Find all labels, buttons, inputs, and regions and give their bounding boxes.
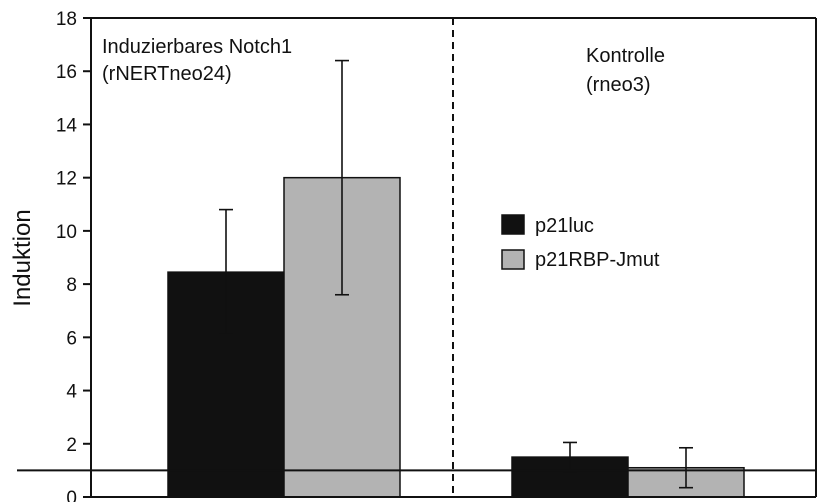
plot-frame bbox=[90, 17, 817, 498]
y-tick-label: 12 bbox=[56, 169, 77, 190]
error-bar-p21luc-group-2 bbox=[563, 441, 577, 473]
error-bars bbox=[219, 59, 693, 489]
y-tick-label: 8 bbox=[66, 275, 77, 296]
error-bar-p21rbp-jmut-group-1 bbox=[335, 59, 349, 296]
y-axis-title: Induktion bbox=[9, 209, 36, 306]
error-bar-p21luc-group-1 bbox=[219, 208, 233, 336]
y-tick-label: 18 bbox=[56, 9, 77, 30]
legend: p21luc p21RBP-Jmut bbox=[501, 214, 660, 271]
legend-label-p21luc: p21luc bbox=[535, 215, 594, 237]
y-tick-label: 16 bbox=[56, 62, 77, 83]
group-2-label: Kontrolle bbox=[586, 45, 665, 67]
legend-label-p21rbp-jmut: p21RBP-Jmut bbox=[535, 249, 660, 271]
group-1-label: Induzierbares Notch1 bbox=[102, 36, 292, 58]
bars bbox=[167, 176, 745, 498]
legend-swatch-p21luc bbox=[501, 214, 525, 235]
y-tick-label: 10 bbox=[56, 222, 77, 243]
y-axis: 0 2 4 6 8 10 12 14 16 18 bbox=[56, 9, 91, 502]
group-1-sublabel: (rNERTneo24) bbox=[102, 63, 232, 85]
legend-swatch-p21rbp-jmut bbox=[501, 249, 525, 270]
error-bar-p21rbp-jmut-group-2 bbox=[679, 446, 693, 489]
y-tick-label: 14 bbox=[56, 115, 78, 136]
group-2-sublabel: (rneo3) bbox=[586, 74, 650, 96]
y-tick-label: 2 bbox=[66, 435, 77, 456]
y-tick-label: 0 bbox=[66, 488, 77, 502]
y-tick-label: 4 bbox=[66, 382, 77, 403]
y-tick-label: 6 bbox=[66, 328, 77, 349]
